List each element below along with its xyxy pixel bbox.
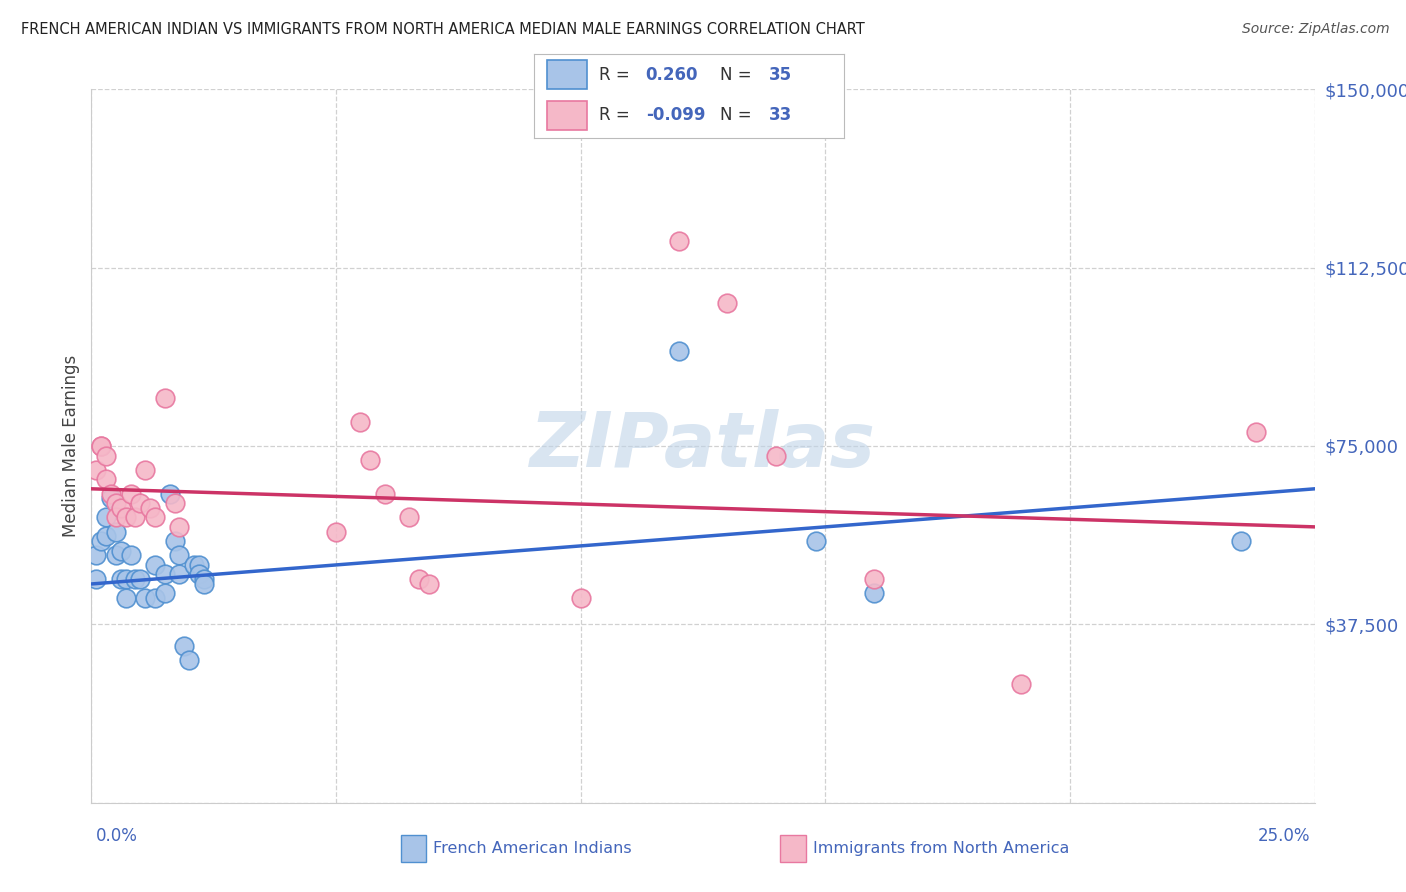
Text: ZIPatlas: ZIPatlas: [530, 409, 876, 483]
Point: [100, 486, 122, 500]
Point: [84, 463, 107, 477]
Point: [110, 543, 132, 558]
Point: [110, 572, 132, 586]
Point: [1010, 677, 1032, 691]
Text: R =: R =: [599, 66, 636, 84]
Text: 25.0%: 25.0%: [1258, 827, 1310, 845]
Point: [188, 558, 211, 572]
Point: [143, 591, 166, 606]
Point: [153, 392, 176, 406]
Point: [765, 449, 787, 463]
Point: [94, 510, 117, 524]
Point: [159, 486, 181, 500]
Point: [120, 486, 142, 500]
Point: [94, 449, 117, 463]
Text: 35: 35: [769, 66, 793, 84]
Point: [863, 586, 886, 600]
Text: R =: R =: [599, 106, 636, 124]
Point: [94, 529, 117, 543]
Point: [104, 496, 127, 510]
Text: 0.260: 0.260: [645, 66, 699, 84]
Point: [114, 591, 136, 606]
Y-axis label: Median Male Earnings: Median Male Earnings: [62, 355, 80, 537]
Point: [716, 296, 738, 310]
Bar: [547, 101, 586, 130]
Point: [325, 524, 347, 539]
Point: [359, 453, 381, 467]
Text: French American Indians: French American Indians: [433, 841, 631, 855]
Point: [100, 491, 122, 506]
Point: [84, 549, 107, 563]
Point: [104, 510, 127, 524]
Text: 33: 33: [769, 106, 793, 124]
Point: [114, 510, 136, 524]
Point: [408, 572, 430, 586]
Bar: [547, 61, 586, 89]
Text: Immigrants from North America: Immigrants from North America: [813, 841, 1069, 855]
Point: [120, 549, 142, 563]
Text: 0.0%: 0.0%: [96, 827, 138, 845]
Point: [90, 439, 112, 453]
Point: [139, 500, 162, 515]
Point: [124, 510, 146, 524]
Point: [349, 415, 371, 429]
Point: [104, 549, 127, 563]
Point: [124, 572, 146, 586]
Point: [153, 567, 176, 582]
Text: Source: ZipAtlas.com: Source: ZipAtlas.com: [1241, 22, 1389, 37]
Text: FRENCH AMERICAN INDIAN VS IMMIGRANTS FROM NORTH AMERICA MEDIAN MALE EARNINGS COR: FRENCH AMERICAN INDIAN VS IMMIGRANTS FRO…: [21, 22, 865, 37]
Point: [129, 496, 152, 510]
Point: [374, 486, 396, 500]
Point: [94, 472, 117, 486]
Point: [129, 572, 152, 586]
Point: [163, 534, 186, 549]
Point: [193, 572, 215, 586]
Point: [569, 591, 592, 606]
Point: [668, 343, 690, 358]
Point: [804, 534, 827, 549]
Point: [179, 653, 201, 667]
Point: [183, 558, 205, 572]
Point: [1230, 534, 1253, 549]
Point: [418, 577, 440, 591]
Point: [193, 577, 215, 591]
Text: N =: N =: [720, 106, 756, 124]
Point: [134, 463, 156, 477]
Point: [84, 572, 107, 586]
Point: [114, 572, 136, 586]
Point: [169, 520, 191, 534]
Point: [173, 639, 195, 653]
Point: [863, 572, 886, 586]
Point: [143, 558, 166, 572]
Point: [90, 534, 112, 549]
Point: [104, 524, 127, 539]
Point: [668, 235, 690, 249]
Point: [163, 496, 186, 510]
Point: [153, 586, 176, 600]
Point: [169, 549, 191, 563]
Point: [143, 510, 166, 524]
Point: [134, 591, 156, 606]
Point: [110, 500, 132, 515]
Text: -0.099: -0.099: [645, 106, 706, 124]
Point: [169, 567, 191, 582]
Point: [1244, 425, 1267, 439]
Point: [188, 567, 211, 582]
Point: [398, 510, 420, 524]
Point: [90, 439, 112, 453]
Text: N =: N =: [720, 66, 756, 84]
